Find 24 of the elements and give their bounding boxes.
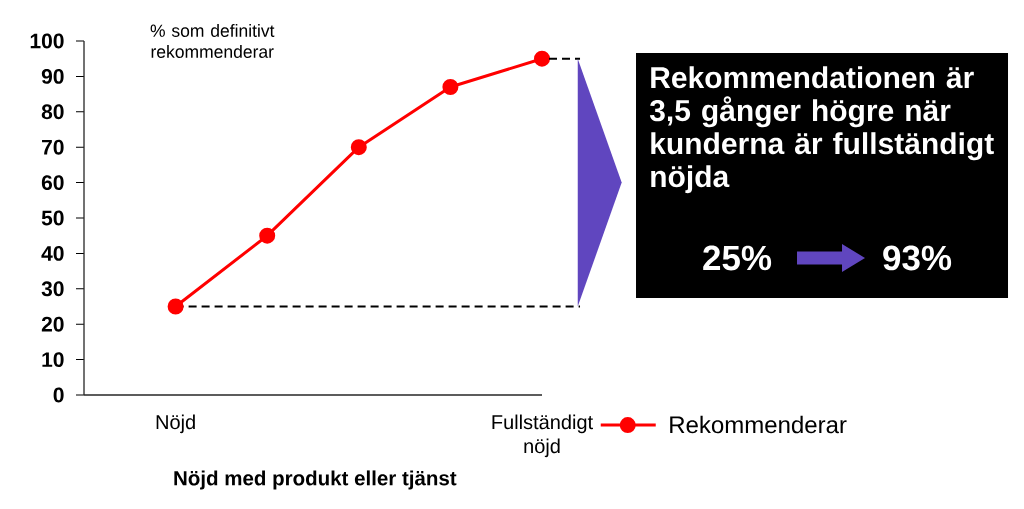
point [350,139,367,156]
legend-label: Rekommenderar [670,415,847,434]
y-tick-label: 20 [41,316,64,332]
x-tick-label: Fullständigt nöjd [492,414,593,458]
point [534,50,550,67]
text: 25% [703,245,772,271]
y-tick-label: 40 [41,245,64,261]
y-tick-label: 60 [41,175,64,191]
y-tick-label: 0 [53,387,64,403]
y-axis-title: % som definitivt rekommenderar [150,24,275,58]
y-tick-label: 50 [41,210,64,226]
text: Rekommendationen är 3,5 gånger högre när kunderna är fullständigt nöjda [649,66,994,194]
text: 93% [883,245,952,271]
x-tick-label: Nöjd [156,414,195,434]
y-tick-label: 90 [41,68,64,84]
y-tick-label: 10 [42,352,64,368]
y-tick-label: 80 [41,104,64,120]
point [442,79,459,96]
y-tick-label: 30 [41,281,64,297]
point [259,227,276,244]
x-axis-title: Nöjd med produkt eller tjänst [174,470,457,490]
y-tick-label: 70 [42,139,64,155]
y-tick-label: 100 [30,33,64,49]
point [167,298,184,315]
